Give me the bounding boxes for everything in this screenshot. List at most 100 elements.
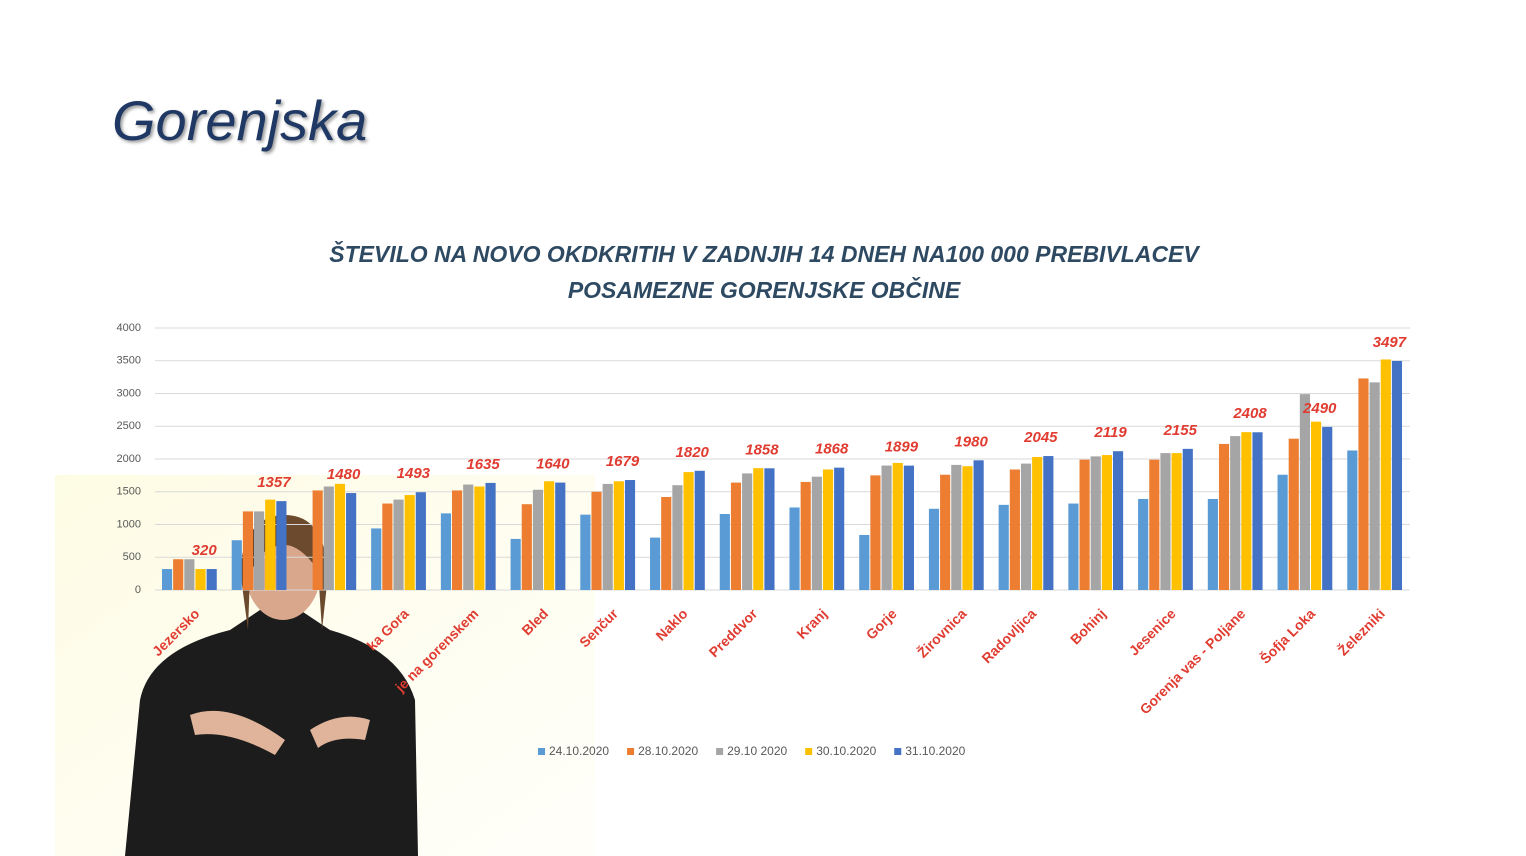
data-label: 2119 bbox=[1093, 424, 1127, 441]
bar bbox=[694, 470, 705, 590]
y-tick-label: 2500 bbox=[117, 420, 141, 432]
chart-subtitle: POSAMEZNE GORENJSKE OBČINE bbox=[568, 276, 961, 303]
bar bbox=[998, 504, 1009, 590]
bar bbox=[173, 559, 184, 590]
slide-title: Gorenjska bbox=[112, 89, 367, 152]
data-label: 2045 bbox=[1023, 429, 1058, 446]
bar bbox=[928, 508, 940, 590]
bar bbox=[811, 476, 822, 590]
data-label: 1899 bbox=[885, 439, 919, 456]
bar bbox=[742, 473, 753, 590]
bar bbox=[265, 499, 276, 590]
bar bbox=[1299, 394, 1310, 590]
bar bbox=[1380, 359, 1391, 590]
bar bbox=[1218, 443, 1230, 590]
legend-swatch bbox=[538, 748, 545, 755]
bar bbox=[1020, 463, 1032, 590]
data-label: 1868 bbox=[815, 441, 849, 458]
legend-label: 28.10.2020 bbox=[638, 744, 698, 758]
bar bbox=[672, 485, 683, 590]
bar bbox=[903, 465, 914, 590]
data-label: 320 bbox=[192, 542, 218, 559]
bar bbox=[1347, 450, 1358, 590]
chart-title: ŠTEVILO NA NOVO OKDKRITIH V ZADNJIH 14 D… bbox=[329, 240, 1200, 267]
bar bbox=[683, 472, 694, 590]
bar bbox=[544, 481, 555, 590]
bar bbox=[254, 511, 265, 590]
bar bbox=[1322, 426, 1333, 590]
bar bbox=[1079, 459, 1090, 590]
bar bbox=[231, 540, 242, 590]
data-label: 1679 bbox=[606, 453, 640, 470]
bar bbox=[1230, 436, 1241, 590]
data-label: 1858 bbox=[745, 441, 779, 458]
bar bbox=[184, 559, 195, 590]
bar bbox=[1009, 469, 1020, 590]
bar bbox=[1101, 455, 1112, 590]
bar bbox=[1288, 438, 1299, 590]
data-label: 2490 bbox=[1302, 400, 1337, 417]
bar bbox=[1391, 360, 1403, 590]
data-label: 3497 bbox=[1373, 334, 1407, 351]
data-label: 1357 bbox=[257, 474, 291, 491]
bar bbox=[334, 483, 346, 590]
bar bbox=[973, 460, 984, 590]
bar bbox=[962, 466, 973, 590]
bar bbox=[382, 503, 393, 590]
bar bbox=[452, 490, 463, 590]
data-label: 1493 bbox=[397, 465, 431, 482]
y-tick-label: 3500 bbox=[117, 355, 141, 367]
bar bbox=[800, 481, 811, 590]
bar bbox=[1112, 451, 1124, 590]
bar bbox=[276, 501, 287, 590]
bar bbox=[532, 489, 544, 590]
bar bbox=[404, 495, 415, 590]
bar bbox=[393, 499, 404, 590]
data-label: 2155 bbox=[1163, 422, 1198, 439]
bar bbox=[1068, 503, 1079, 590]
bar bbox=[1369, 382, 1380, 590]
legend-label: 30.10.2020 bbox=[816, 744, 876, 758]
bar bbox=[789, 507, 800, 590]
bar bbox=[1277, 474, 1288, 590]
bar bbox=[1182, 448, 1193, 590]
bar bbox=[834, 467, 845, 590]
bar bbox=[764, 468, 775, 590]
data-label: 1980 bbox=[954, 433, 988, 450]
bar bbox=[624, 480, 636, 590]
bar bbox=[719, 514, 730, 590]
bar bbox=[485, 482, 496, 590]
legend-swatch bbox=[716, 748, 724, 755]
y-tick-label: 2000 bbox=[117, 453, 141, 465]
data-label: 1480 bbox=[327, 466, 361, 483]
bar bbox=[1138, 498, 1149, 590]
data-label: 1640 bbox=[536, 456, 570, 473]
bar bbox=[206, 569, 217, 590]
legend-swatch bbox=[805, 748, 813, 755]
bar bbox=[1171, 453, 1182, 590]
bar bbox=[463, 484, 474, 590]
y-tick-label: 0 bbox=[135, 584, 141, 596]
bar bbox=[161, 569, 173, 590]
bar bbox=[323, 486, 334, 590]
data-label: 2408 bbox=[1232, 405, 1267, 422]
bar bbox=[859, 534, 870, 590]
bar bbox=[1160, 453, 1171, 590]
interpreter-hands bbox=[190, 710, 370, 755]
bar bbox=[312, 490, 323, 590]
bar bbox=[661, 496, 672, 590]
bar bbox=[940, 474, 951, 590]
data-label: 1820 bbox=[676, 444, 710, 461]
y-tick-label: 1500 bbox=[117, 486, 141, 498]
data-label: 1635 bbox=[466, 456, 500, 473]
bar bbox=[822, 469, 834, 590]
bar bbox=[1358, 378, 1369, 590]
y-tick-label: 1000 bbox=[117, 518, 141, 530]
bar bbox=[555, 482, 566, 590]
bar bbox=[510, 538, 521, 590]
bar bbox=[1032, 457, 1043, 590]
bar bbox=[951, 464, 962, 590]
bar bbox=[346, 493, 357, 590]
bar bbox=[881, 465, 892, 590]
